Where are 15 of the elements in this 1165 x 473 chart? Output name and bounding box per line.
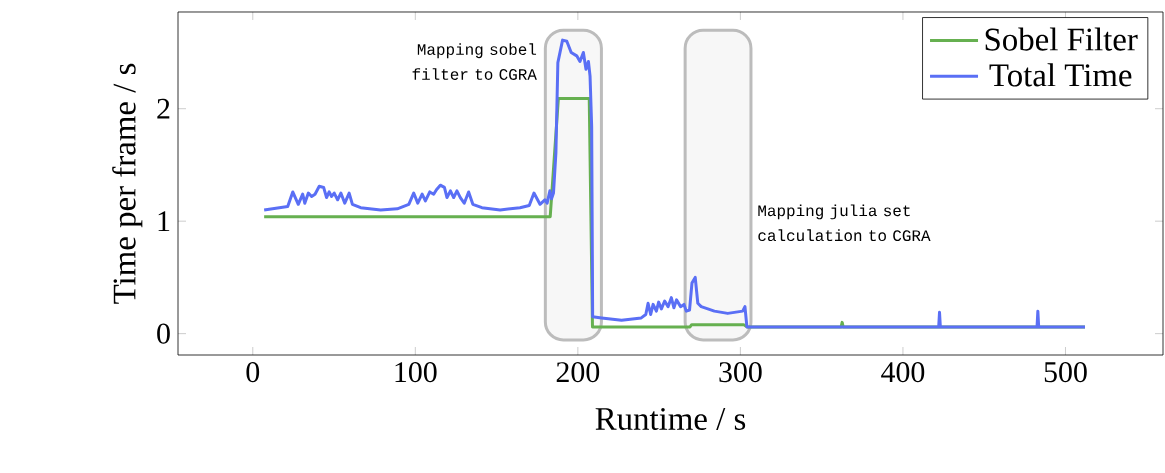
legend-label: Sobel Filter [985,27,1138,51]
y-tick-label: 1 [158,211,170,232]
y-tick-label: 2 [157,98,170,119]
band-label: Mapping sobel filter to CGRA [412,43,537,80]
x-tick-label: 200 [556,362,600,383]
band-label: Mapping julia set calculation to CGRA [758,204,931,242]
y-axis-title: Time per frame / s [112,63,143,304]
x-tick-label: 500 [1044,362,1087,383]
x-tick-label: 300 [719,362,762,383]
x-tick-label: 100 [395,362,437,383]
x-axis-title: Runtime / s [595,407,746,430]
legend-label: Total Time [989,63,1132,87]
x-tick-label: 400 [881,362,925,383]
y-tick-label: 0 [157,323,170,344]
x-tick-label: 0 [246,362,260,383]
